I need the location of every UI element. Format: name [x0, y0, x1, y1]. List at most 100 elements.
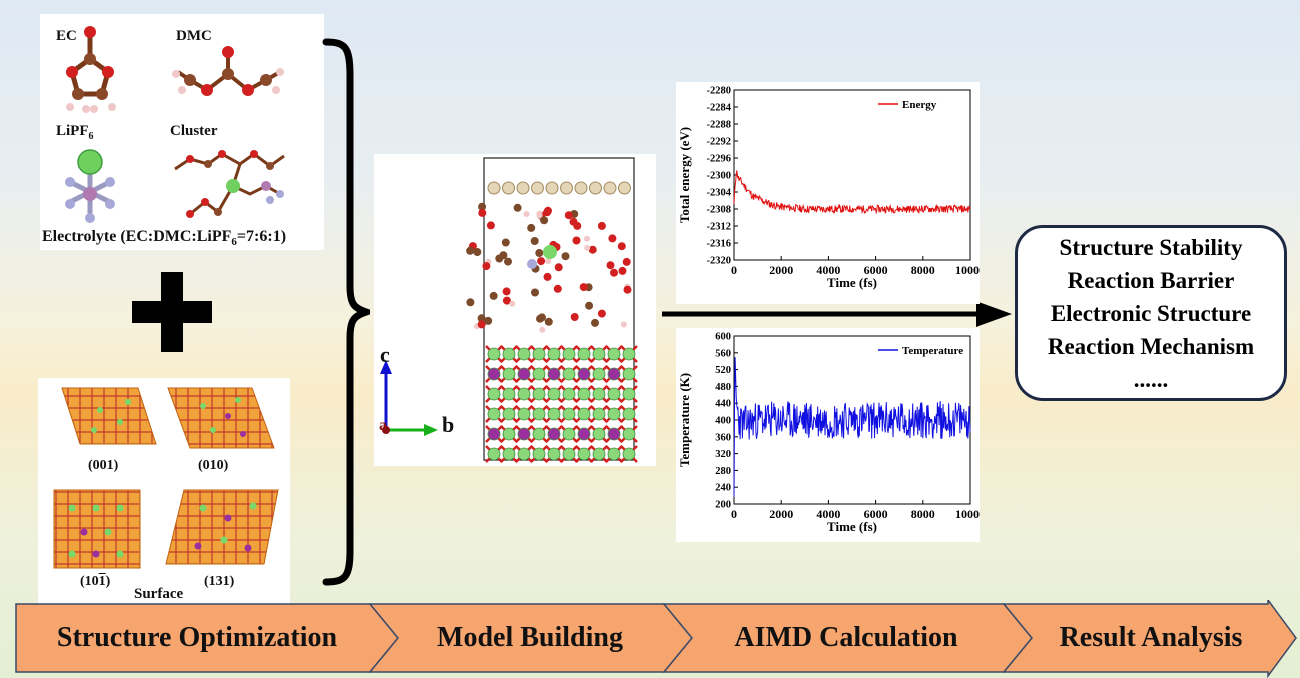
y-tick-label: 400: [715, 416, 731, 427]
legend-label: Temperature: [902, 345, 963, 357]
molecule-atom: [572, 236, 581, 245]
slab-atom: [577, 367, 591, 381]
slab-atom: [592, 347, 606, 361]
boundary-atom: [574, 181, 588, 195]
slab-atom: [487, 347, 501, 361]
dmc-label: DMC: [176, 28, 212, 44]
slab-atom: [547, 407, 561, 421]
slab-atom: [487, 447, 501, 461]
x-tick-label: 0: [731, 507, 737, 521]
molecule-atom: [545, 258, 552, 264]
molecule-atom: [597, 309, 606, 318]
slab-atom: [502, 347, 516, 361]
y-tick-label: -2296: [707, 154, 732, 165]
results-box: Structure Stability Reaction Barrier Ele…: [1015, 225, 1287, 401]
molecule-atom: [544, 317, 553, 326]
molecule-atom: [608, 234, 617, 243]
axis-b-head: [424, 424, 438, 436]
ec-label: EC: [56, 28, 77, 44]
molecule-atom: [539, 326, 546, 333]
slab-atom: [532, 447, 546, 461]
energy-chart-panel: -2280 -2284 -2288 -2292 -2296 -2300 -2304 -2308…: [676, 82, 985, 304]
x-axis-label: Time (fs): [827, 519, 877, 534]
slab-atom: [622, 427, 636, 441]
temperature-chart: 600 560 520 480 440 400 360 320 280 240 2000 2000 40…: [677, 332, 985, 535]
slab-atom: [607, 387, 621, 401]
surface-131: [165, 489, 279, 565]
step-aimd-calculation: AIMD Calculation: [734, 622, 958, 653]
boundary-atom: [560, 181, 573, 195]
y-axis-label: Temperature (K): [677, 373, 692, 467]
boundary-atom: [502, 181, 515, 195]
energy-chart: -2280 -2284 -2288 -2292 -2296 -2300 -2304 -2308…: [677, 86, 985, 291]
slab-atom: [607, 447, 621, 461]
y-tick-label: 200: [715, 500, 731, 511]
slab-atom: [532, 347, 546, 361]
boundary-atom: [618, 181, 631, 195]
x-tick-label: 2000: [769, 507, 793, 521]
legend-label: Energy: [902, 99, 937, 111]
slab-model: [380, 157, 638, 463]
slab-atom: [547, 387, 561, 401]
electrolyte-panel: EC DMC LiPF6 Cluster Electrolyte (EC:DMC…: [40, 14, 324, 250]
molecule-atom: [597, 221, 606, 230]
slab-atom: [502, 387, 516, 401]
slab-atom: [487, 407, 501, 421]
surface-slabs: [53, 387, 279, 569]
molecule-atom: [478, 202, 487, 211]
step-model-building: Model Building: [437, 622, 623, 653]
molecule-atom: [489, 291, 498, 300]
x-tick-label: 4000: [816, 263, 840, 277]
slab-atom: [577, 447, 591, 461]
plus-icon: [132, 272, 212, 352]
y-tick-label: -2284: [707, 103, 732, 114]
slab-atom: [622, 447, 636, 461]
slab-atom: [502, 407, 516, 421]
slab-atom: [532, 407, 546, 421]
slab-atom: [592, 407, 606, 421]
slab-atom: [517, 427, 531, 441]
slab-atom: [547, 427, 561, 441]
y-tick-label: 280: [715, 466, 731, 477]
surface-10-1: [53, 489, 141, 569]
step-result-analysis: Result Analysis: [1059, 622, 1243, 653]
slab-atom: [532, 367, 546, 381]
molecule-atom: [499, 251, 508, 260]
slab-atom: [487, 387, 501, 401]
facet-10-1-label: (101): [80, 574, 111, 589]
y-tick-label: 560: [715, 348, 731, 359]
cluster-label: Cluster: [170, 123, 218, 139]
slab-atom: [517, 387, 531, 401]
x-axis-label: Time (fs): [827, 275, 877, 290]
y-tick-label: 320: [715, 449, 731, 460]
molecule-atom: [623, 285, 632, 294]
y-tick-label: 600: [715, 332, 731, 343]
surface-001: [61, 387, 157, 445]
series-line: [733, 357, 971, 498]
x-tick-label: 6000: [864, 263, 888, 277]
result-item: Reaction Mechanism: [1047, 333, 1255, 359]
molecule-atom: [536, 314, 544, 323]
molecule-atom: [509, 300, 516, 307]
slab-atom: [577, 347, 591, 361]
molecule-atom: [502, 296, 511, 305]
molecule-atom: [588, 245, 597, 254]
x-tick-label: 2000: [769, 263, 793, 277]
cluster-molecule: [174, 150, 285, 218]
molecule-atom: [482, 262, 491, 271]
molecule-atom: [527, 223, 536, 232]
molecule-atom: [530, 237, 539, 245]
boundary-atom: [589, 181, 602, 195]
boundary-atom: [516, 181, 530, 195]
pf6-atom: [527, 259, 537, 269]
slab-atom: [562, 407, 576, 421]
slab-atom: [607, 367, 621, 381]
electrolyte-molecules: [65, 26, 285, 223]
li-atom: [543, 245, 557, 259]
x-tick-label: 10000: [955, 263, 980, 277]
slab-atom: [592, 427, 606, 441]
molecule-atom: [564, 211, 573, 220]
axis-c-head: [380, 360, 392, 374]
molecule-atom: [554, 263, 563, 272]
molecule-atom: [502, 287, 511, 296]
